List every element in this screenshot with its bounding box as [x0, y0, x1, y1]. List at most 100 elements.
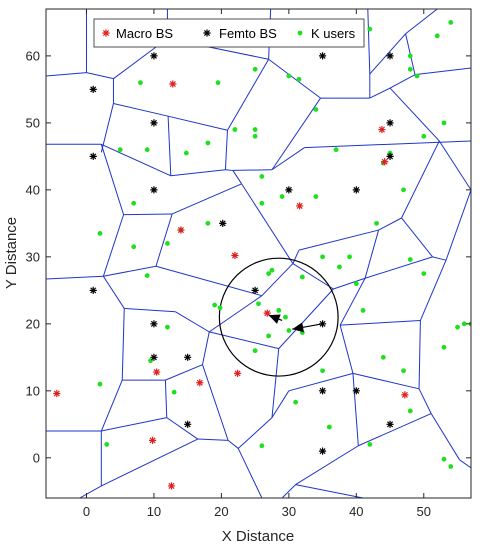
voronoi-edge [86, 72, 114, 80]
user-point [259, 174, 265, 179]
user-point [252, 133, 258, 139]
macro-bs-point-shape [153, 368, 161, 376]
user-point [374, 220, 379, 226]
femto-bs-point-shape [150, 186, 158, 194]
user-point [266, 271, 272, 276]
voronoi-edge [430, 413, 460, 461]
voronoi-edge [432, 256, 447, 261]
user-point [259, 443, 265, 449]
user-point [293, 399, 299, 405]
voronoi-edge [268, 58, 321, 99]
femto-bs-point-shape [386, 52, 394, 60]
femto-bs-point-shape [89, 152, 97, 160]
macro-bs-point [401, 391, 409, 399]
voronoi-edge [100, 379, 123, 432]
voronoi-edge [232, 170, 243, 185]
user-point [320, 254, 325, 260]
femto-bs-point [150, 186, 158, 194]
femto-bs-point [184, 353, 192, 361]
x-tick-label: 10 [147, 504, 161, 519]
voronoi-edge [202, 364, 229, 441]
macro-bs-point-shape [148, 436, 157, 444]
user-point [407, 53, 413, 59]
voronoi-edge [364, 229, 380, 279]
user-point [441, 120, 447, 126]
voronoi-edge [339, 278, 366, 326]
user-point [313, 194, 319, 199]
user-point [252, 66, 258, 72]
voronoi-edge [418, 320, 421, 389]
x-tick-label: 30 [282, 504, 296, 519]
voronoi-edge [261, 263, 294, 297]
voronoi-edge [175, 311, 210, 333]
user-point [401, 368, 406, 374]
user-point [353, 281, 359, 287]
macro-bs-point-shape [263, 309, 271, 317]
voronoi-edge [419, 260, 447, 321]
femto-bs-point-shape [150, 119, 158, 127]
voronoi-edge [389, 74, 416, 89]
voronoi-edge [237, 417, 273, 449]
voronoi-edge [340, 319, 421, 326]
user-point [441, 344, 447, 350]
femto-bs-point [352, 186, 360, 194]
voronoi-edge [352, 372, 420, 390]
femto-bs-point-shape [150, 353, 158, 361]
user-point [407, 66, 413, 72]
macro-bs-point-shape [196, 379, 204, 387]
x-axis-label: X Distance [222, 528, 295, 545]
voronoi-edge [155, 213, 173, 267]
macro-bs-point [153, 368, 161, 376]
user-point [337, 264, 342, 270]
arrow-head [292, 322, 304, 333]
x-axis-ticks: 0 10 20 30 40 50 [83, 9, 431, 519]
user-point [407, 257, 413, 262]
user-point [256, 301, 261, 307]
legend-users-label: K users [311, 26, 356, 41]
femto-bs-point [318, 52, 327, 60]
user-point [347, 254, 352, 260]
user-point [414, 73, 420, 79]
user-point [421, 271, 427, 276]
macro-bs-point-shape [231, 251, 239, 260]
macro-bs-point-shape [53, 389, 61, 398]
femto-bs-point [386, 119, 394, 127]
user-point [117, 147, 123, 153]
user-point [407, 408, 413, 414]
voronoi-edge [292, 263, 334, 290]
voronoi-edge [445, 189, 471, 261]
voronoi-edge [304, 140, 471, 149]
macro-bs-point [233, 369, 242, 378]
femto-bs-point [150, 52, 158, 60]
user-point [326, 424, 332, 430]
femto-bs-point-shape [150, 52, 158, 60]
legend-box [93, 18, 365, 48]
femto-bs-point-shape [219, 219, 227, 227]
user-point [171, 389, 177, 395]
voronoi-edge [197, 438, 229, 441]
voronoi-edge [438, 140, 471, 191]
voronoi-edge [46, 72, 87, 77]
user-point [333, 147, 339, 153]
voronoi-edge [227, 440, 239, 449]
macro-bs-point-shape [401, 391, 409, 399]
user-point [144, 273, 150, 279]
macro-bs-point-shape [381, 158, 389, 166]
voronoi-edge [121, 308, 125, 381]
femto-bs-point [386, 52, 394, 60]
user-point [283, 314, 288, 320]
user-point [360, 308, 366, 313]
user-point [367, 442, 373, 447]
femto-bs-point-shape [352, 186, 360, 194]
user-point [205, 220, 211, 226]
voronoi-edge [101, 438, 199, 487]
x-tick-label: 40 [349, 504, 363, 519]
macro-bs-point [177, 226, 185, 234]
femto-bs-point-shape [352, 387, 360, 395]
coverage-circle-outline [218, 257, 339, 377]
voronoi-edge [278, 288, 334, 349]
voronoi-edge [79, 485, 102, 498]
voronoi-edge [224, 130, 228, 170]
voronoi-edge [209, 331, 279, 350]
femto-bs-point [184, 420, 192, 428]
